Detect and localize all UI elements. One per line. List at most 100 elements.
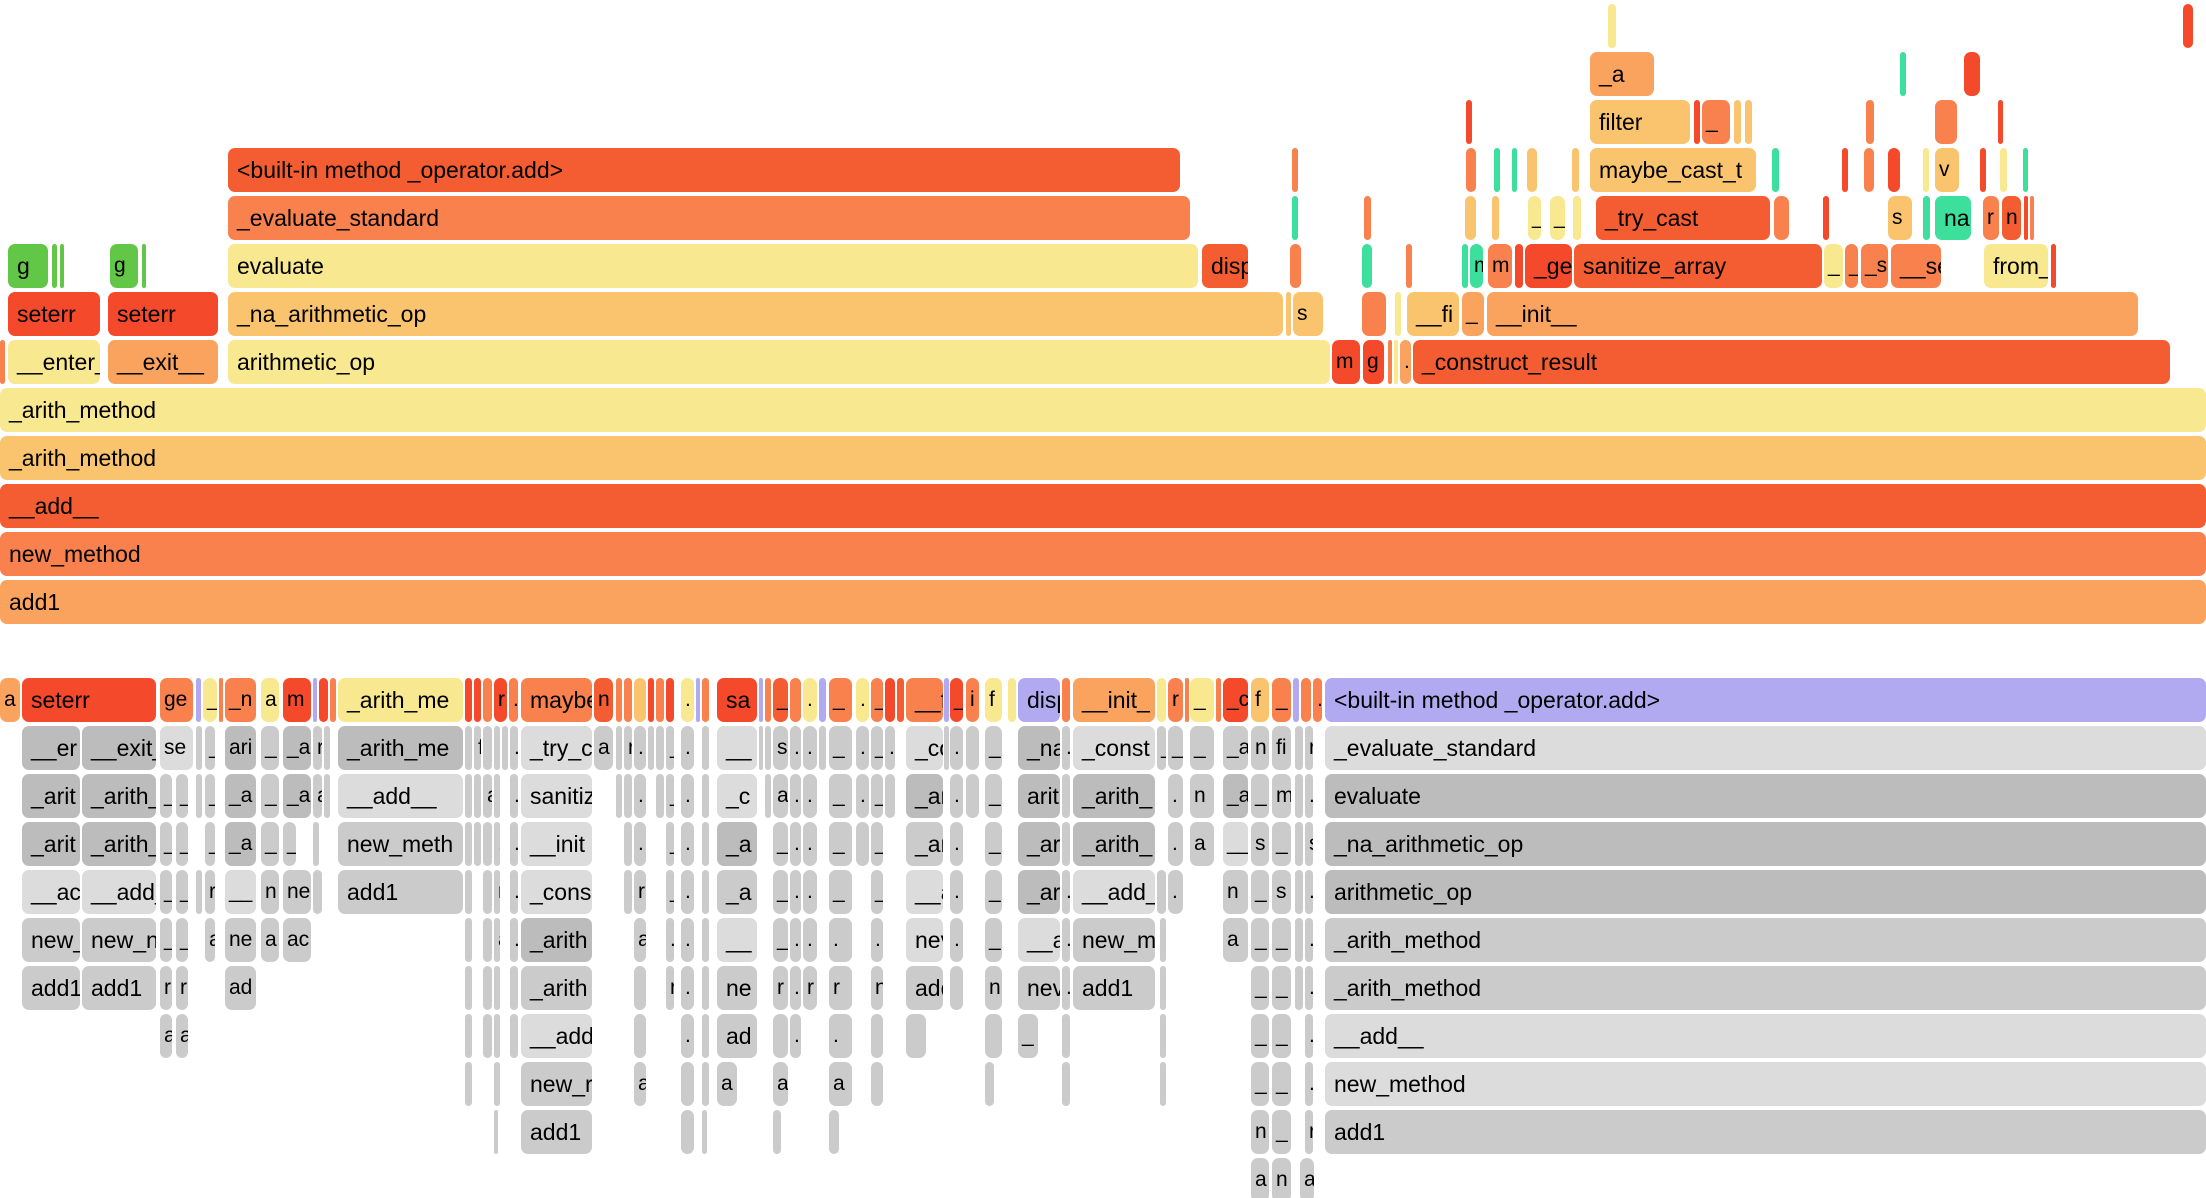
frame-block[interactable] — [681, 1110, 694, 1154]
frame-_s[interactable]: _s — [1861, 244, 1888, 288]
frame-r[interactable]: r — [1305, 726, 1313, 770]
frame-[interactable]: . — [856, 726, 869, 770]
frame-[interactable]: . — [681, 870, 694, 914]
frame-n[interactable]: n — [985, 966, 1002, 1010]
frame-_[interactable]: _ — [1272, 678, 1291, 722]
frame-block[interactable] — [1864, 148, 1874, 192]
frame-a[interactable]: a — [1251, 1158, 1269, 1198]
frame-a[interactable]: a — [261, 918, 279, 962]
frame-block[interactable] — [465, 966, 472, 1010]
frame-__add[interactable]: __add — [521, 1014, 592, 1058]
frame-_try_cast[interactable]: _try_cast — [1596, 196, 1770, 240]
frame-[interactable]: . — [950, 918, 963, 962]
frame-[interactable]: . — [829, 1014, 852, 1058]
frame-[interactable]: . — [1062, 870, 1070, 914]
frame-_[interactable]: _ — [1251, 918, 1269, 962]
frame-block[interactable] — [1293, 678, 1299, 722]
frame-block[interactable] — [494, 1062, 500, 1106]
frame-block[interactable] — [2051, 244, 2056, 288]
frame-block[interactable] — [2000, 148, 2007, 192]
frame-block[interactable] — [616, 726, 622, 770]
frame-[interactable]: . — [1168, 822, 1183, 866]
frame-[interactable]: . — [510, 726, 518, 770]
frame-block[interactable] — [1062, 678, 1070, 722]
frame-new_method[interactable]: new_method — [0, 532, 2206, 576]
frame-block[interactable] — [702, 726, 709, 770]
frame-_a[interactable]: _a — [1223, 726, 1248, 770]
frame-__[interactable]: __ — [717, 726, 757, 770]
frame-block[interactable] — [666, 678, 674, 722]
frame-add1[interactable]: add1 — [0, 580, 2206, 624]
frame-block[interactable] — [702, 774, 709, 818]
frame-block[interactable] — [1888, 148, 1900, 192]
frame-s[interactable]: s — [1272, 870, 1291, 914]
frame-disp[interactable]: disp — [1018, 678, 1060, 722]
frame-block[interactable] — [474, 774, 481, 818]
frame-block[interactable] — [790, 678, 801, 722]
frame-block[interactable] — [856, 822, 869, 866]
frame-block[interactable] — [1160, 966, 1166, 1010]
frame-[interactable]: . — [510, 774, 518, 818]
frame-ne[interactable]: ne — [283, 870, 311, 914]
frame-__init__[interactable]: __init__ — [1487, 292, 2138, 336]
frame-block[interactable] — [765, 726, 771, 770]
frame-_ar[interactable]: _ar — [1018, 870, 1060, 914]
frame-seterr[interactable]: seterr — [108, 292, 218, 336]
frame-[interactable]: . — [1313, 678, 1322, 722]
frame-block[interactable] — [1842, 148, 1848, 192]
frame-a[interactable]: a — [0, 678, 20, 722]
frame-_a[interactable]: _a — [1590, 52, 1654, 96]
frame-block[interactable] — [773, 1014, 788, 1058]
frame-block[interactable] — [765, 774, 771, 818]
frame-_[interactable]: _ — [1251, 774, 1269, 818]
frame-_arit[interactable]: _arit — [22, 774, 80, 818]
frame-f[interactable]: f — [474, 726, 481, 770]
frame-block[interactable] — [759, 726, 763, 770]
frame-[interactable]: . — [829, 918, 852, 962]
frame-block[interactable] — [1160, 1062, 1166, 1106]
frame-add1[interactable]: add1 — [1073, 966, 1155, 1010]
frame-block[interactable] — [624, 678, 632, 722]
frame-_[interactable]: _ — [1168, 726, 1183, 770]
frame-ad[interactable]: ad — [225, 966, 256, 1010]
frame-block[interactable] — [944, 726, 949, 770]
frame-_[interactable]: _ — [773, 870, 788, 914]
frame-[interactable]: . — [681, 774, 694, 818]
frame-s[interactable]: s — [1293, 292, 1323, 336]
frame-_[interactable]: _ — [1251, 966, 1269, 1010]
frame-_[interactable]: _ — [666, 870, 674, 914]
frame-_arith_method[interactable]: _arith_method — [0, 388, 2206, 432]
frame-block[interactable] — [1394, 340, 1398, 384]
frame-block[interactable] — [1512, 148, 1517, 192]
frame-r[interactable]: r — [494, 678, 507, 722]
frame-_try_c[interactable]: _try_c — [521, 726, 592, 770]
frame-block[interactable] — [319, 678, 328, 722]
frame-_arith_[interactable]: _arith_ — [1073, 774, 1155, 818]
frame-n[interactable]: n — [1190, 774, 1214, 818]
frame-_[interactable]: _ — [1272, 1014, 1291, 1058]
frame-_[interactable]: _ — [1190, 678, 1214, 722]
frame-[interactable]: . — [681, 678, 694, 722]
frame-_[interactable]: _ — [985, 918, 1002, 962]
frame-block[interactable] — [702, 1062, 709, 1106]
frame-[interactable]: . — [790, 918, 801, 962]
frame-r[interactable]: r — [1305, 1110, 1313, 1154]
frame-a[interactable]: a — [773, 774, 788, 818]
frame-_arith_me[interactable]: _arith_me — [338, 726, 463, 770]
frame-block[interactable] — [1062, 1014, 1070, 1058]
frame-_ar[interactable]: _ar — [906, 822, 943, 866]
frame-block[interactable] — [2024, 196, 2028, 240]
frame-block[interactable] — [0, 340, 5, 384]
frame-[interactable]: . — [790, 966, 801, 1010]
frame-block[interactable] — [759, 678, 763, 722]
frame-m[interactable]: m — [1272, 774, 1291, 818]
frame-se[interactable]: se — [160, 726, 193, 770]
frame-block[interactable] — [474, 678, 481, 722]
frame-_evaluate_standard[interactable]: _evaluate_standard — [228, 196, 1190, 240]
frame-block[interactable] — [1527, 148, 1537, 192]
frame-__se[interactable]: __se — [1891, 244, 1941, 288]
frame-add1[interactable]: add1 — [521, 1110, 592, 1154]
frame-_[interactable]: _ — [1190, 726, 1214, 770]
frame-_[interactable]: _ — [176, 918, 188, 962]
frame-block[interactable] — [1866, 100, 1874, 144]
